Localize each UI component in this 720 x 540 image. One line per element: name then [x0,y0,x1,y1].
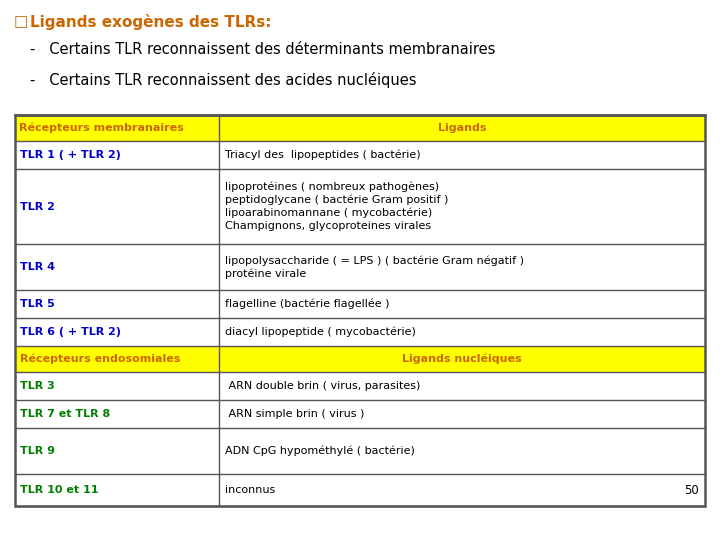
Text: inconnus: inconnus [225,485,275,495]
Text: TLR 4: TLR 4 [20,262,55,272]
Text: Ligands nucléiques: Ligands nucléiques [402,354,521,364]
Text: Triacyl des  lipopeptides ( bactérie): Triacyl des lipopeptides ( bactérie) [225,150,420,160]
Text: 50: 50 [684,483,699,496]
Text: TLR 5: TLR 5 [20,299,55,309]
Bar [15,115,705,141]
Text: TLR 10 et 11: TLR 10 et 11 [20,485,99,495]
Text: □: □ [14,14,28,29]
Text: Ligands exogènes des TLRs:: Ligands exogènes des TLRs: [30,14,271,30]
Text: TLR 2: TLR 2 [20,201,55,212]
Text: TLR 3: TLR 3 [20,381,55,391]
Text: -   Certains TLR reconnaissent des acides nucléiques: - Certains TLR reconnaissent des acides … [30,72,416,88]
Bar [15,346,705,372]
Bar [15,372,705,400]
Text: protéine virale: protéine virale [225,268,306,279]
Bar [15,400,705,428]
Text: TLR 6 ( + TLR 2): TLR 6 ( + TLR 2) [20,327,121,337]
Text: lipoprotéines ( nombreux pathogènes): lipoprotéines ( nombreux pathogènes) [225,182,438,192]
Text: TLR 9: TLR 9 [20,446,55,456]
Bar [15,141,705,169]
Bar [15,428,705,474]
Text: lipoarabinomannane ( mycobactérie): lipoarabinomannane ( mycobactérie) [225,208,432,218]
Text: TLR 7 et TLR 8: TLR 7 et TLR 8 [20,409,110,419]
Bar [15,474,705,506]
Text: lipopolysaccharide ( = LPS ) ( bactérie Gram négatif ): lipopolysaccharide ( = LPS ) ( bactérie … [225,255,523,266]
Text: peptidoglycane ( bactérie Gram positif ): peptidoglycane ( bactérie Gram positif ) [225,195,448,205]
Text: Récepteurs membranaires: Récepteurs membranaires [19,123,184,133]
Text: -   Certains TLR reconnaissent des déterminants membranaires: - Certains TLR reconnaissent des détermi… [30,42,495,57]
Bar [15,244,705,290]
Bar [15,290,705,318]
Text: ADN CpG hypométhylé ( bactérie): ADN CpG hypométhylé ( bactérie) [225,446,415,456]
Text: flagelline (bactérie flagellée ): flagelline (bactérie flagellée ) [225,299,389,309]
Text: ARN double brin ( virus, parasites): ARN double brin ( virus, parasites) [225,381,420,391]
Text: ARN simple brin ( virus ): ARN simple brin ( virus ) [225,409,364,419]
Text: TLR 1 ( + TLR 2): TLR 1 ( + TLR 2) [20,150,121,160]
Bar [15,169,705,244]
Bar [15,115,705,506]
Text: Récepteurs endosomiales: Récepteurs endosomiales [20,354,181,364]
Text: diacyl lipopeptide ( mycobactérie): diacyl lipopeptide ( mycobactérie) [225,327,415,338]
Text: Champignons, glycoproteines virales: Champignons, glycoproteines virales [225,221,431,231]
Text: Ligands: Ligands [438,123,486,133]
Bar [15,318,705,346]
